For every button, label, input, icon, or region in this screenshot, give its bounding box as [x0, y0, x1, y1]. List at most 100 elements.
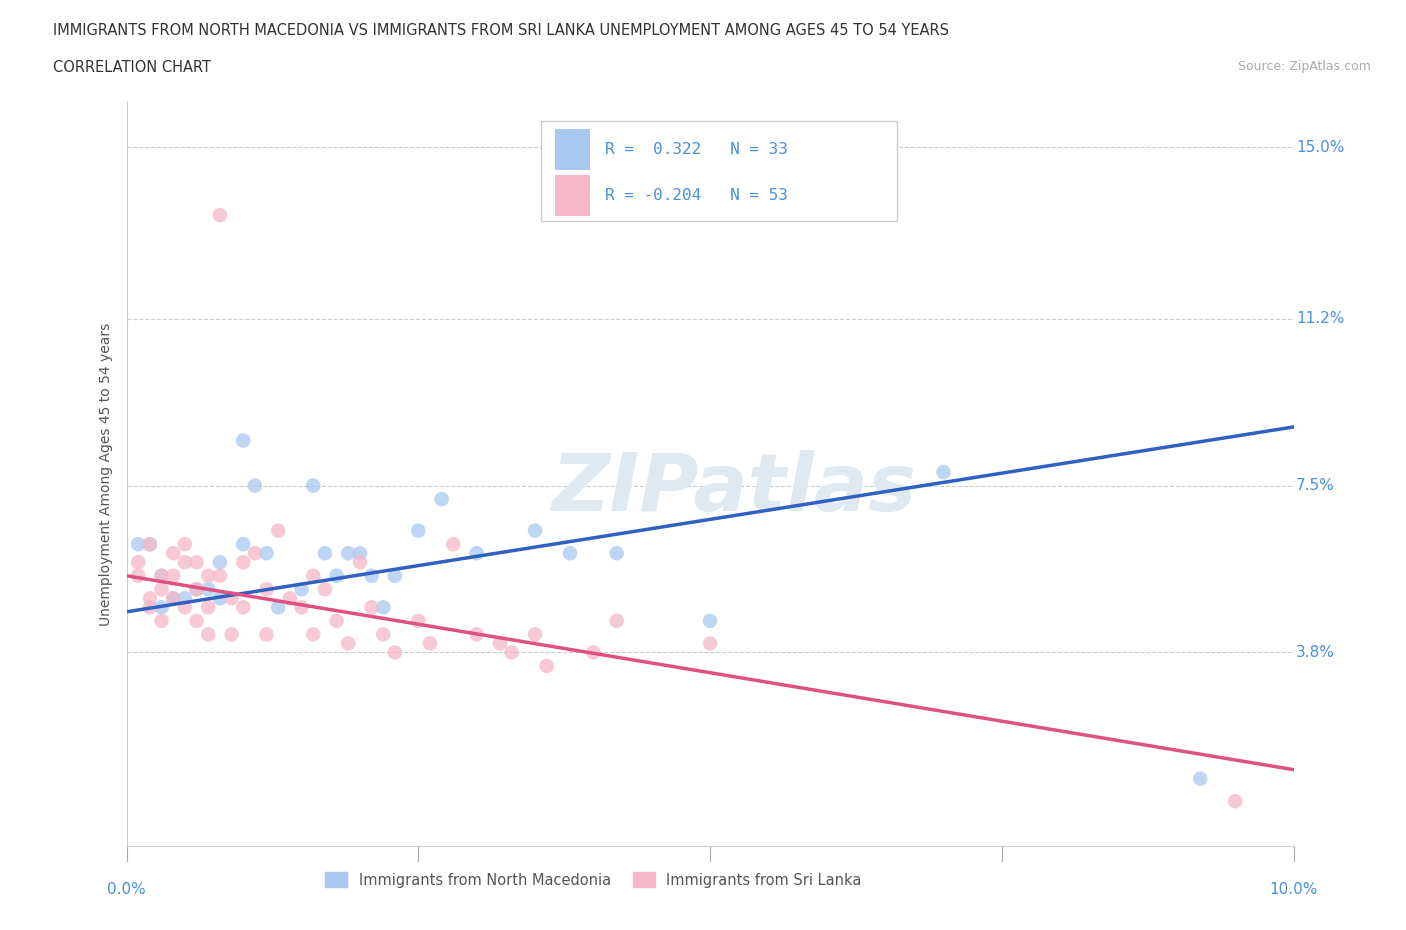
Text: R = -0.204   N = 53: R = -0.204 N = 53 — [605, 188, 787, 203]
Point — [162, 591, 184, 605]
Point — [1223, 794, 1246, 809]
Point — [139, 600, 162, 615]
Point — [197, 600, 219, 615]
Point — [208, 568, 231, 583]
Point — [150, 582, 173, 597]
Text: ZIPatlas: ZIPatlas — [551, 450, 915, 528]
Point — [162, 568, 184, 583]
Point — [558, 546, 581, 561]
Point — [360, 568, 382, 583]
Point — [139, 537, 162, 551]
Point — [127, 555, 149, 570]
Point — [465, 627, 488, 642]
Point — [127, 537, 149, 551]
Point — [384, 568, 406, 583]
Point — [337, 636, 360, 651]
Point — [232, 537, 254, 551]
Point — [150, 600, 173, 615]
FancyBboxPatch shape — [541, 121, 897, 221]
Point — [243, 478, 266, 493]
Point — [150, 568, 173, 583]
Point — [150, 614, 173, 629]
Text: 11.2%: 11.2% — [1296, 312, 1344, 326]
Point — [325, 568, 347, 583]
Point — [932, 465, 955, 480]
Point — [302, 568, 325, 583]
Point — [208, 555, 231, 570]
Point — [197, 568, 219, 583]
Point — [221, 627, 243, 642]
Point — [186, 555, 208, 570]
Point — [1189, 771, 1212, 786]
Point — [174, 591, 197, 605]
Point — [524, 627, 547, 642]
Point — [408, 614, 430, 629]
Point — [373, 627, 395, 642]
Point — [699, 636, 721, 651]
Point — [197, 627, 219, 642]
Point — [606, 546, 628, 561]
Point — [278, 591, 301, 605]
Point — [186, 614, 208, 629]
Text: 7.5%: 7.5% — [1296, 478, 1334, 493]
Point — [349, 555, 371, 570]
Point — [325, 614, 347, 629]
Point — [290, 600, 312, 615]
Point — [139, 591, 162, 605]
Point — [699, 614, 721, 629]
Point — [314, 582, 336, 597]
Point — [373, 600, 395, 615]
Text: 15.0%: 15.0% — [1296, 140, 1344, 155]
Legend: Immigrants from North Macedonia, Immigrants from Sri Lanka: Immigrants from North Macedonia, Immigra… — [318, 865, 869, 895]
Point — [232, 433, 254, 448]
Point — [489, 636, 512, 651]
Point — [408, 524, 430, 538]
Point — [127, 568, 149, 583]
Y-axis label: Unemployment Among Ages 45 to 54 years: Unemployment Among Ages 45 to 54 years — [98, 323, 112, 626]
Point — [314, 546, 336, 561]
Point — [267, 600, 290, 615]
Text: CORRELATION CHART: CORRELATION CHART — [53, 60, 211, 75]
Text: R =  0.322   N = 33: R = 0.322 N = 33 — [605, 141, 787, 156]
Point — [232, 555, 254, 570]
Point — [290, 582, 312, 597]
Point — [174, 555, 197, 570]
Point — [302, 627, 325, 642]
Point — [232, 600, 254, 615]
Point — [360, 600, 382, 615]
Point — [267, 524, 290, 538]
Point — [208, 591, 231, 605]
Point — [221, 591, 243, 605]
Point — [162, 591, 184, 605]
Point — [465, 546, 488, 561]
Point — [162, 546, 184, 561]
Point — [186, 582, 208, 597]
Point — [606, 614, 628, 629]
Point — [139, 537, 162, 551]
Point — [536, 658, 558, 673]
Bar — [555, 175, 591, 216]
Point — [441, 537, 464, 551]
Point — [349, 546, 371, 561]
Text: 3.8%: 3.8% — [1296, 644, 1334, 660]
Point — [186, 582, 208, 597]
Point — [256, 546, 278, 561]
Point — [337, 546, 360, 561]
Point — [256, 627, 278, 642]
Text: 0.0%: 0.0% — [107, 883, 146, 897]
Point — [302, 478, 325, 493]
Bar — [555, 128, 591, 169]
Point — [243, 546, 266, 561]
Point — [150, 568, 173, 583]
Point — [256, 582, 278, 597]
Text: IMMIGRANTS FROM NORTH MACEDONIA VS IMMIGRANTS FROM SRI LANKA UNEMPLOYMENT AMONG : IMMIGRANTS FROM NORTH MACEDONIA VS IMMIG… — [53, 23, 949, 38]
Point — [524, 524, 547, 538]
Point — [174, 537, 197, 551]
Point — [197, 582, 219, 597]
Point — [582, 645, 605, 660]
Point — [430, 492, 453, 507]
Text: 10.0%: 10.0% — [1270, 883, 1317, 897]
Point — [419, 636, 441, 651]
Point — [501, 645, 523, 660]
Point — [208, 207, 231, 222]
